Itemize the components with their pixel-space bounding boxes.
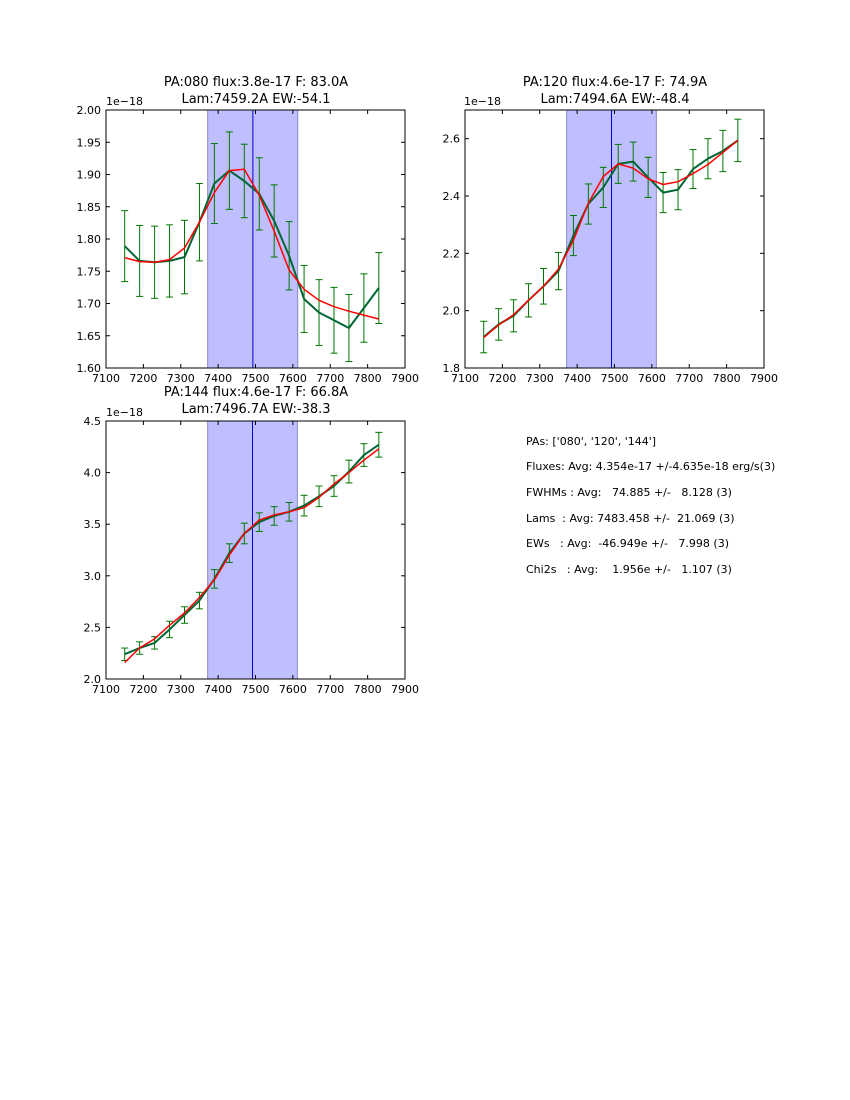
y-tick-label: 2.4 (443, 190, 461, 203)
x-tick-label: 7800 (713, 372, 741, 385)
y-tick-label: 2.2 (443, 247, 461, 260)
panel-pa144: PA:144 flux:4.6e-17 F: 66.8A Lam:7496.7A… (84, 385, 420, 696)
x-tick-label: 7100 (92, 683, 120, 696)
errorbar (121, 210, 129, 283)
summary-fluxes: Fluxes: Avg: 4.354e-17 +/-4.635e-18 erg/… (526, 460, 775, 473)
summary-lams: Lams : Avg: 7483.458 +/- 21.069 (3) (526, 512, 735, 525)
y-tick-label: 2.00 (77, 104, 102, 117)
errorbar (375, 431, 383, 458)
x-tick-label: 7500 (601, 372, 629, 385)
y-tick-label: 2.0 (84, 673, 102, 686)
y-tick-label: 1.70 (77, 298, 102, 311)
x-tick-label: 7600 (279, 372, 307, 385)
panel-pa120: PA:120 flux:4.6e-17 F: 74.9A Lam:7494.6A… (443, 75, 779, 385)
x-tick-label: 7700 (316, 683, 344, 696)
x-tick-label: 7600 (638, 372, 666, 385)
series-line-model (124, 168, 379, 320)
y-tick-label: 1.65 (77, 330, 102, 343)
x-tick-label: 7300 (167, 372, 195, 385)
panel-title-line2: Lam:7494.6A EW:-48.4 (540, 92, 689, 107)
y-tick-label: 1.60 (77, 362, 102, 375)
y-offset-label: 1e−18 (464, 95, 501, 108)
y-tick-label: 3.0 (84, 570, 102, 583)
x-tick-label: 7200 (129, 683, 157, 696)
plot-area (121, 421, 383, 679)
panel-title-line1: PA:144 flux:4.6e-17 F: 66.8A (164, 385, 348, 400)
y-tick-label: 1.85 (77, 201, 102, 214)
x-tick-label: 7200 (129, 372, 157, 385)
summary-stats: PAs: ['080', '120', '144'] Fluxes: Avg: … (526, 435, 775, 576)
y-tick-label: 2.0 (443, 305, 461, 318)
plot-area (480, 110, 742, 368)
panel-title-line1: PA:080 flux:3.8e-17 F: 83.0A (164, 75, 348, 90)
x-tick-label: 7700 (316, 372, 344, 385)
y-offset-label: 1e−18 (106, 95, 143, 108)
y-offset-label: 1e−18 (106, 406, 143, 419)
x-tick-label: 7900 (750, 372, 778, 385)
summary-chi2s: Chi2s : Avg: 1.956e +/- 1.107 (3) (526, 563, 732, 576)
errorbar (734, 118, 742, 163)
panel-pa080: PA:080 flux:3.8e-17 F: 83.0A Lam:7459.2A… (77, 75, 420, 385)
y-tick-label: 2.6 (443, 133, 461, 146)
errorbar (375, 252, 383, 324)
x-tick-label: 7700 (675, 372, 703, 385)
x-tick-label: 7200 (488, 372, 516, 385)
series-line-model (124, 448, 380, 664)
plot-area (121, 110, 383, 368)
series-line-data (123, 169, 380, 329)
panel-title-line1: PA:120 flux:4.6e-17 F: 74.9A (523, 75, 707, 90)
x-tick-label: 7400 (204, 683, 232, 696)
panel-title-line2: Lam:7496.7A EW:-38.3 (181, 402, 330, 417)
x-tick-label: 7900 (391, 683, 419, 696)
x-tick-label: 7800 (354, 683, 382, 696)
x-tick-label: 7300 (167, 683, 195, 696)
y-tick-label: 1.95 (77, 136, 102, 149)
x-tick-label: 7400 (563, 372, 591, 385)
summary-ews: EWs : Avg: -46.949e +/- 7.998 (3) (526, 537, 729, 550)
y-tick-label: 1.90 (77, 169, 102, 182)
y-tick-label: 1.8 (443, 362, 461, 375)
summary-fwhms: FWHMs : Avg: 74.885 +/- 8.128 (3) (526, 486, 732, 499)
y-tick-label: 1.80 (77, 233, 102, 246)
x-tick-label: 7300 (526, 372, 554, 385)
x-tick-label: 7900 (391, 372, 419, 385)
x-tick-label: 7100 (451, 372, 479, 385)
x-tick-label: 7500 (242, 683, 270, 696)
summary-pas: PAs: ['080', '120', '144'] (526, 435, 656, 448)
x-tick-label: 7100 (92, 372, 120, 385)
x-tick-label: 7800 (354, 372, 382, 385)
panel-title-line2: Lam:7459.2A EW:-54.1 (181, 92, 330, 107)
series-line-model (483, 139, 739, 339)
x-tick-label: 7600 (279, 683, 307, 696)
y-tick-label: 4.5 (84, 415, 102, 428)
x-tick-label: 7500 (242, 372, 270, 385)
y-tick-label: 4.0 (84, 467, 102, 480)
y-tick-label: 3.5 (84, 518, 102, 531)
y-tick-label: 1.75 (77, 265, 102, 278)
x-tick-label: 7400 (204, 372, 232, 385)
y-tick-label: 2.5 (84, 621, 102, 634)
